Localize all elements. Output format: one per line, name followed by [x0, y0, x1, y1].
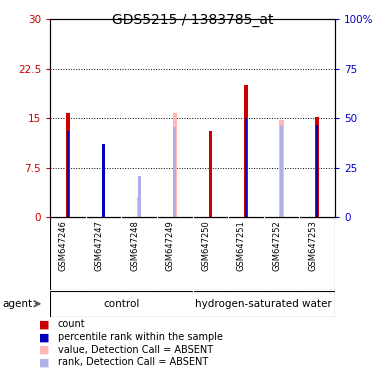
Text: GSM647247: GSM647247 — [94, 220, 104, 271]
Bar — [102, 154, 105, 217]
Text: count: count — [58, 319, 85, 329]
Bar — [66, 113, 70, 217]
Text: GSM647249: GSM647249 — [166, 220, 175, 271]
Text: rank, Detection Call = ABSENT: rank, Detection Call = ABSENT — [58, 358, 208, 367]
Text: GDS5215 / 1383785_at: GDS5215 / 1383785_at — [112, 13, 273, 27]
Bar — [244, 85, 248, 217]
Bar — [316, 125, 318, 217]
Text: ■: ■ — [38, 345, 49, 355]
Text: ■: ■ — [38, 332, 49, 342]
Text: GSM647251: GSM647251 — [237, 220, 246, 271]
Bar — [102, 144, 105, 217]
Bar — [50, 217, 335, 290]
Text: GSM647252: GSM647252 — [273, 220, 281, 271]
Text: GSM647246: GSM647246 — [59, 220, 68, 271]
Bar — [50, 291, 335, 317]
Bar — [280, 120, 284, 217]
Bar — [137, 197, 141, 217]
Text: percentile rank within the sample: percentile rank within the sample — [58, 332, 223, 342]
Bar — [209, 131, 212, 217]
Bar — [172, 113, 177, 217]
Text: value, Detection Call = ABSENT: value, Detection Call = ABSENT — [58, 345, 213, 355]
Text: ■: ■ — [38, 358, 49, 367]
Bar — [280, 126, 283, 217]
Text: GSM647248: GSM647248 — [130, 220, 139, 271]
Bar — [245, 118, 247, 217]
Bar — [315, 117, 319, 217]
Bar — [173, 127, 176, 217]
Text: GSM647253: GSM647253 — [308, 220, 317, 271]
Text: control: control — [103, 299, 139, 309]
Text: agent: agent — [2, 299, 32, 309]
Bar — [67, 131, 69, 217]
Text: GSM647250: GSM647250 — [201, 220, 210, 271]
Text: hydrogen-saturated water: hydrogen-saturated water — [195, 299, 332, 309]
Text: ■: ■ — [38, 319, 49, 329]
Bar — [138, 176, 141, 217]
